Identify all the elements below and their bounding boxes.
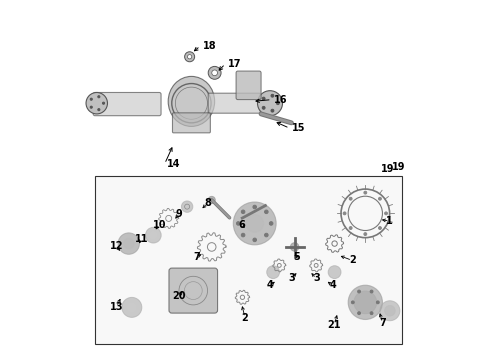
Circle shape [127,303,136,312]
Text: 21: 21 [327,320,341,330]
Circle shape [354,291,377,314]
Circle shape [212,70,218,76]
Circle shape [276,102,279,105]
Text: 14: 14 [167,159,180,169]
Text: 12: 12 [110,241,123,251]
Circle shape [246,215,264,232]
Circle shape [349,226,352,229]
Text: 9: 9 [175,209,182,219]
Circle shape [265,210,268,213]
Circle shape [233,202,276,245]
Circle shape [291,243,299,251]
Circle shape [241,210,245,213]
Circle shape [271,94,274,97]
Text: 3: 3 [288,273,295,283]
Circle shape [262,107,265,109]
Circle shape [188,55,192,59]
Circle shape [349,197,352,200]
Circle shape [98,109,100,111]
Circle shape [380,301,400,321]
Circle shape [150,231,157,239]
Text: 13: 13 [110,302,123,312]
FancyBboxPatch shape [172,113,210,133]
Circle shape [271,109,274,112]
Text: 8: 8 [204,198,211,208]
Circle shape [348,285,383,319]
Circle shape [208,66,221,79]
Circle shape [98,96,100,98]
Text: 19: 19 [392,162,405,172]
Circle shape [208,196,215,203]
Text: 20: 20 [172,291,186,301]
Text: 3: 3 [313,273,320,283]
Circle shape [262,97,265,100]
Text: 1: 1 [386,216,393,226]
Text: 17: 17 [227,59,241,69]
Circle shape [379,197,381,200]
Circle shape [343,212,346,215]
Text: 6: 6 [238,220,245,230]
FancyBboxPatch shape [236,71,261,100]
Circle shape [270,222,273,225]
Text: 4: 4 [329,280,336,291]
Circle shape [237,222,240,225]
Bar [95,176,402,344]
Circle shape [379,226,381,229]
Circle shape [370,312,373,315]
Circle shape [102,102,104,104]
Circle shape [90,106,92,108]
Circle shape [267,266,280,279]
Text: 2: 2 [242,312,248,323]
FancyBboxPatch shape [93,93,161,116]
Circle shape [265,233,268,237]
Circle shape [351,301,354,304]
Text: 11: 11 [135,234,148,244]
Circle shape [358,290,361,293]
Circle shape [328,266,341,279]
Circle shape [370,290,373,293]
Circle shape [181,201,193,212]
Circle shape [358,312,361,315]
Circle shape [146,227,161,243]
Text: 7: 7 [379,318,386,328]
FancyBboxPatch shape [208,93,260,113]
Text: 15: 15 [292,123,305,133]
Text: 10: 10 [152,220,166,230]
Text: 16: 16 [274,95,288,105]
Circle shape [364,191,367,194]
Circle shape [122,297,142,318]
Circle shape [185,52,195,62]
Circle shape [385,305,395,316]
Circle shape [123,238,134,249]
Text: 7: 7 [194,252,200,262]
Circle shape [258,91,283,116]
Circle shape [376,301,379,304]
Circle shape [364,233,367,235]
FancyBboxPatch shape [169,268,218,313]
Text: 5: 5 [294,252,300,262]
Circle shape [241,233,245,237]
Ellipse shape [168,76,215,126]
Text: 4: 4 [267,280,273,291]
Text: 19: 19 [381,164,394,174]
Circle shape [86,93,107,114]
Text: 2: 2 [349,255,356,265]
Circle shape [253,205,256,209]
Circle shape [385,212,388,215]
Circle shape [118,233,140,254]
Circle shape [253,238,256,242]
Text: 18: 18 [202,41,216,51]
Circle shape [90,98,92,100]
